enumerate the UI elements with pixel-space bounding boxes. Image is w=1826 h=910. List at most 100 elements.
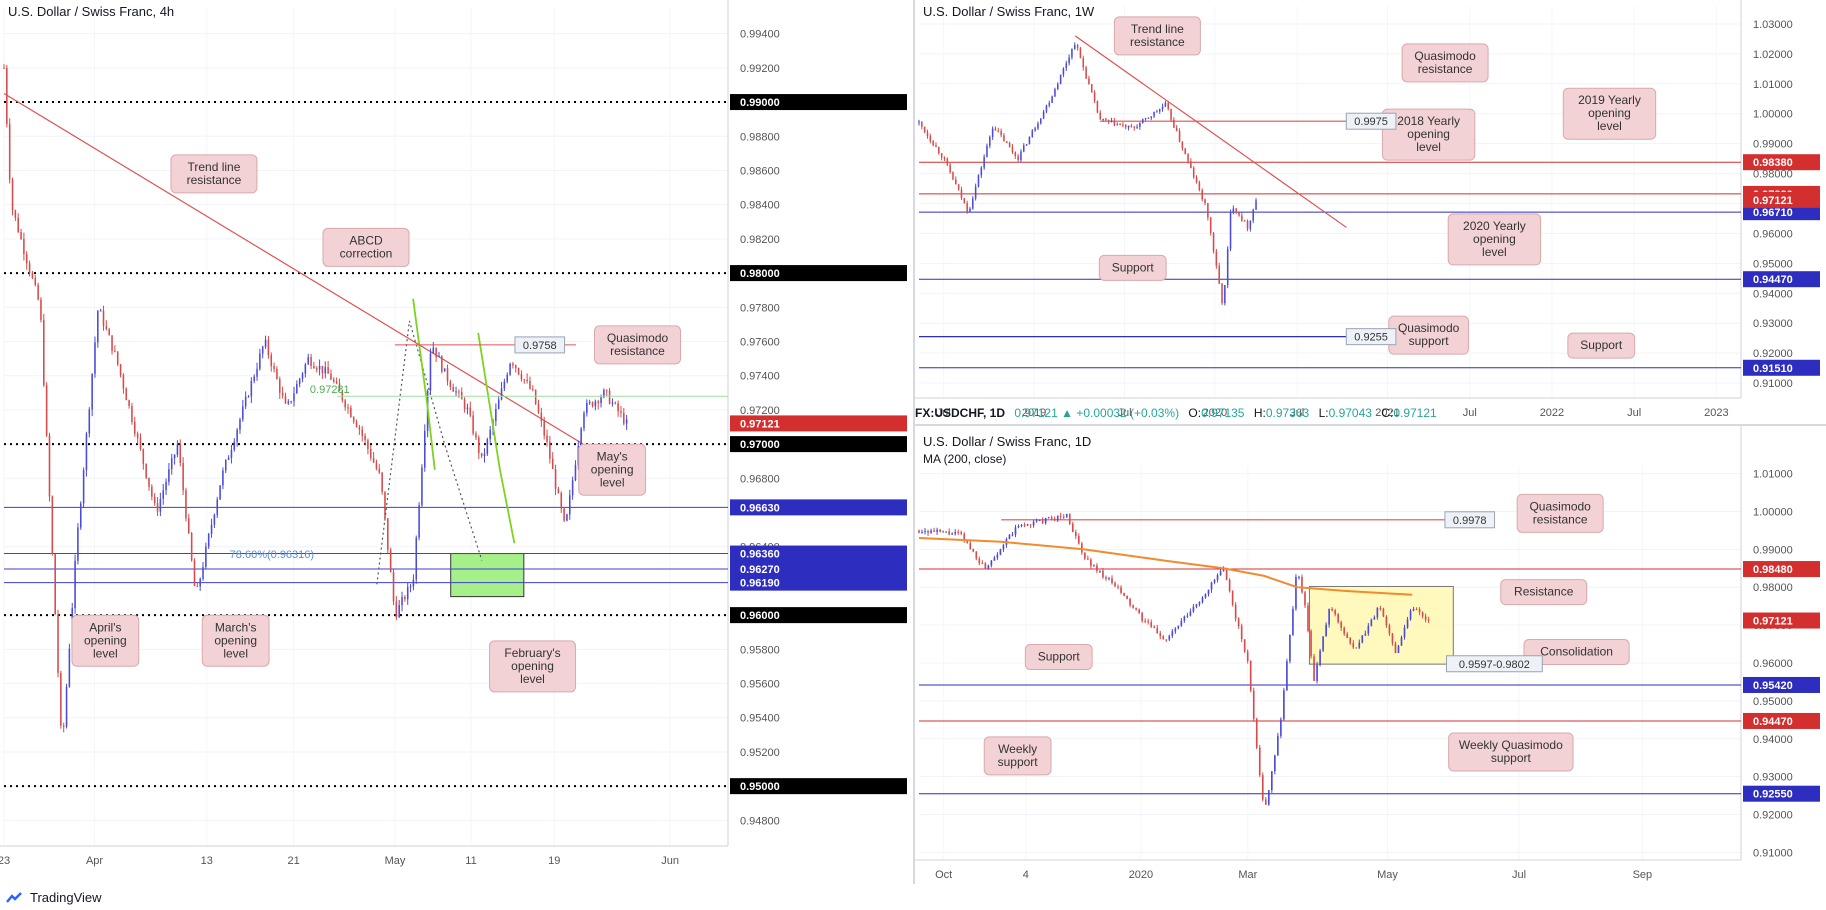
candle-body xyxy=(224,459,227,471)
candle-body xyxy=(369,448,372,458)
candle-body xyxy=(361,429,364,436)
candle-body xyxy=(588,402,591,404)
x-tick-label: Jun xyxy=(661,855,679,867)
candle-body xyxy=(1020,524,1023,526)
y-tick-label: 1.02000 xyxy=(1753,49,1793,61)
y-tick-label: 1.00000 xyxy=(1753,109,1793,121)
x-tick-label: 23 xyxy=(0,855,10,867)
candle-body xyxy=(1068,514,1071,524)
candle-body xyxy=(443,368,446,372)
candle-body xyxy=(1225,568,1228,580)
candle-body xyxy=(1301,576,1303,593)
candle-body xyxy=(105,326,108,330)
candle-body xyxy=(28,263,31,273)
level-price-label: 0.96360 xyxy=(740,549,780,561)
level-price-label: 0.99000 xyxy=(740,97,780,109)
candle-body xyxy=(1186,615,1189,617)
chart-1w-panel[interactable]: 1.03000 1.02000 1.01000 1.00000 0.99000 0.980… xyxy=(915,0,1826,424)
candle-body xyxy=(1222,568,1225,572)
candle-body xyxy=(1076,45,1079,48)
candle-body xyxy=(1209,217,1212,234)
x-tick-label: 13 xyxy=(201,855,213,867)
candle-body xyxy=(1129,599,1131,606)
candle-body xyxy=(168,469,170,482)
level-price-badge xyxy=(1743,359,1820,376)
candle-body xyxy=(421,467,423,506)
candle-body xyxy=(256,368,258,377)
candle-body xyxy=(185,490,187,519)
candle-body xyxy=(378,468,381,473)
ohlc-legend: FX:USDCHF, 1D 0.97121 ▲ +0.00032 (+0.03%… xyxy=(915,406,1437,420)
candle-body xyxy=(8,124,11,180)
price-tag-label: 0.9255 xyxy=(1354,332,1388,344)
candle-body xyxy=(1107,120,1110,122)
candle-body xyxy=(136,433,139,438)
candle-body xyxy=(1403,627,1406,638)
candle-body xyxy=(1071,523,1074,532)
candle-body xyxy=(996,554,999,558)
y-tick-label: 0.94000 xyxy=(1753,288,1793,300)
x-tick-label: Jul xyxy=(1463,407,1477,419)
candle-body xyxy=(31,272,34,279)
annotation-callout xyxy=(1516,493,1604,533)
candle-body xyxy=(1111,578,1113,584)
candle-body xyxy=(179,444,182,463)
level-price-label: 0.98380 xyxy=(1753,157,1793,169)
annotation-text: level xyxy=(93,646,118,660)
candle-body xyxy=(1003,135,1005,142)
annotation-callout xyxy=(1447,213,1542,266)
candle-body xyxy=(1048,102,1051,106)
candle-body xyxy=(1370,619,1373,626)
brand-name[interactable]: TradingView xyxy=(30,890,102,905)
panel-divider-vertical[interactable] xyxy=(913,0,915,884)
annotation-callout xyxy=(322,227,410,267)
candle-body xyxy=(972,548,975,552)
candle-body xyxy=(1178,130,1181,142)
candle-body xyxy=(580,428,582,446)
chart-4h-panel[interactable]: 0.99400 0.99200 0.99000 0.98800 0.98600 0.984… xyxy=(0,0,913,884)
candle-body xyxy=(1264,799,1267,805)
chart-1d-svg[interactable]: 1.010001.000000.990000.980000.970000.960… xyxy=(915,426,1826,884)
candle-body xyxy=(1124,124,1127,128)
panel-divider-horizontal[interactable] xyxy=(915,424,1826,426)
candle-body xyxy=(170,458,173,470)
candle-body xyxy=(438,356,440,358)
candle-body xyxy=(523,379,526,381)
candle-body xyxy=(1234,604,1237,619)
candle-body xyxy=(1379,608,1382,610)
y-tick-label: 1.01000 xyxy=(1753,79,1793,91)
candle-body xyxy=(1400,637,1403,646)
candle-body xyxy=(79,503,82,528)
level-price-badge xyxy=(1743,612,1820,629)
annotation-text: Consolidation xyxy=(1540,645,1613,659)
candle-body xyxy=(247,396,250,398)
y-tick-label: 1.00000 xyxy=(1753,506,1793,518)
candle-body xyxy=(159,498,162,512)
candle-body xyxy=(128,400,130,407)
candle-body xyxy=(412,579,415,587)
candle-body xyxy=(963,533,966,541)
chart-1w-svg[interactable]: 1.03000 1.02000 1.01000 1.00000 0.99000 0.980… xyxy=(915,0,1826,424)
candle-body xyxy=(1252,209,1254,221)
annotation-text: April's xyxy=(89,620,121,634)
chart-1d-panel[interactable]: 1.010001.000000.990000.980000.970000.960… xyxy=(915,426,1826,884)
chart-4h-svg[interactable]: 0.99400 0.99200 0.99000 0.98800 0.98600 0.984… xyxy=(0,0,913,884)
candle-body xyxy=(327,367,329,374)
candle-body xyxy=(1343,627,1346,634)
candle-body xyxy=(534,389,537,405)
candle-body xyxy=(1065,514,1068,517)
annotation-text: opening xyxy=(84,633,127,647)
level-price-badge xyxy=(730,560,907,577)
candle-body xyxy=(1153,111,1155,117)
candle-body xyxy=(1088,78,1090,85)
annotation-text: March's xyxy=(215,620,257,634)
candle-body xyxy=(1216,575,1219,580)
candle-body xyxy=(1246,221,1249,229)
candle-body xyxy=(1246,651,1249,661)
candle-body xyxy=(938,146,940,154)
candle-body xyxy=(597,401,599,404)
candle-body xyxy=(1361,635,1364,643)
candle-body xyxy=(1141,613,1143,621)
candle-body xyxy=(1000,131,1002,136)
candle-body xyxy=(500,388,503,400)
